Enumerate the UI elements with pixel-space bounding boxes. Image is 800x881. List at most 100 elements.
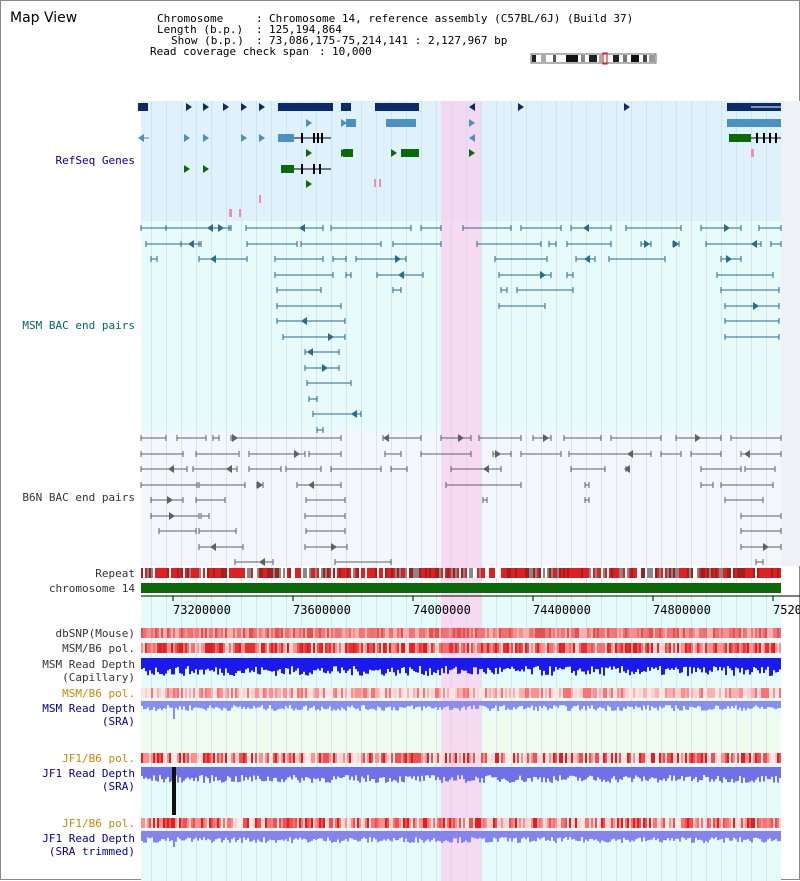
track-label-b6n-bac[interactable]: B6N BAC end pairs	[22, 491, 135, 504]
repeat-mark	[495, 568, 497, 578]
msm-depth-sra-bar	[627, 701, 629, 707]
track-label-msm-b6-pol-sra[interactable]: MSM/B6 pol.	[62, 687, 135, 700]
jf1-b6-pol-trimmed-mark	[663, 818, 665, 828]
msm-b6-pol-mark	[615, 643, 617, 653]
dbsnp-mark	[531, 628, 533, 638]
msm-b6-pol-mark	[347, 643, 349, 653]
msm-b6-pol-mark	[435, 643, 437, 653]
repeat-mark	[745, 568, 747, 578]
dbsnp-mark	[485, 628, 487, 638]
repeat-mark	[169, 568, 171, 578]
msm-b6-pol-sra-mark	[327, 688, 329, 698]
dbsnp-mark	[595, 628, 597, 638]
jf1-depth-trimmed-bar	[455, 831, 457, 839]
msm-depth-sra-bar	[667, 701, 669, 706]
dbsnp-mark	[343, 628, 345, 638]
jf1-depth-sra-bar	[403, 767, 405, 783]
repeat-mark	[739, 568, 741, 578]
track-label-msm-b6-pol[interactable]: MSM/B6 pol.	[62, 642, 135, 655]
jf1-depth-sra-bar	[333, 767, 335, 777]
track-label-dbsnp[interactable]: dbSNP(Mouse)	[55, 627, 135, 640]
repeat-mark	[703, 568, 705, 578]
track-label-msm-bac[interactable]: MSM BAC end pairs	[22, 319, 135, 332]
msm-b6-pol-mark	[203, 643, 205, 653]
repeat-mark	[593, 568, 595, 578]
msm-b6-pol-mark	[549, 643, 551, 653]
dbsnp-mark	[409, 628, 411, 638]
jf1-depth-sra-bar	[743, 767, 745, 778]
track-label-repeat[interactable]: Repeat	[95, 567, 135, 580]
msm-b6-pol-sra-mark	[575, 688, 577, 698]
track-label-msm-read-depth-sra[interactable]: MSM Read Depth (SRA)	[42, 702, 135, 728]
msm-b6-pol-sra-mark	[377, 688, 379, 698]
msm-depth-capillary-bar	[773, 658, 775, 671]
jf1-b6-pol-trimmed-mark	[497, 818, 499, 828]
msm-depth-sra-bar	[723, 701, 725, 709]
dbsnp-mark	[775, 628, 777, 638]
msm-depth-capillary-bar	[277, 658, 279, 671]
jf1-b6-pol-trimmed-mark	[521, 818, 523, 828]
msm-b6-pol-mark	[527, 643, 529, 653]
msm-depth-capillary-bar	[577, 658, 579, 671]
msm-depth-sra-bar	[171, 701, 173, 708]
repeat-mark	[513, 568, 515, 578]
track-label-jf1-b6-pol[interactable]: JF1/B6 pol.	[62, 752, 135, 765]
jf1-b6-pol-trimmed-mark	[385, 818, 387, 828]
jf1-b6-pol-mark	[401, 753, 403, 763]
jf1-depth-trimmed-bar	[339, 831, 341, 843]
msm-b6-pol-sra-mark	[221, 688, 223, 698]
repeat-mark	[357, 568, 359, 578]
msm-b6-pol-mark	[249, 643, 251, 653]
track-label-msm-read-depth-capillary[interactable]: MSM Read Depth (Capillary)	[42, 658, 135, 684]
msm-depth-sra-bar	[579, 701, 581, 711]
msm-depth-sra-bar	[541, 701, 543, 709]
msm-b6-pol-sra-mark	[367, 688, 369, 698]
msm-b6-pol-sra-mark	[483, 688, 485, 698]
jf1-depth-trimmed-bar	[657, 831, 659, 839]
jf1-b6-pol-mark	[599, 753, 601, 763]
msm-b6-pol-mark	[497, 643, 499, 653]
jf1-b6-pol-mark	[357, 753, 359, 763]
msm-depth-sra-bar	[649, 701, 651, 711]
msm-b6-pol-mark	[305, 643, 307, 653]
jf1-depth-trimmed-bar	[693, 831, 695, 843]
msm-b6-pol-sra-mark	[457, 688, 459, 698]
jf1-b6-pol-mark	[449, 753, 451, 763]
msm-depth-capillary-bar	[259, 658, 261, 675]
msm-depth-sra-bar	[289, 701, 291, 706]
jf1-depth-trimmed-bar	[769, 831, 771, 839]
track-label-chromosome[interactable]: chromosome 14	[48, 582, 135, 595]
msm-b6-pol-sra-mark	[375, 688, 377, 698]
msm-b6-pol-mark	[563, 643, 565, 653]
jf1-b6-pol-trimmed-mark	[581, 818, 583, 828]
dbsnp-mark	[707, 628, 709, 638]
jf1-b6-pol-trimmed-mark	[475, 818, 477, 828]
repeat-mark	[247, 568, 249, 578]
msm-b6-pol-mark	[333, 643, 335, 653]
jf1-b6-pol-trimmed-mark	[709, 818, 711, 828]
track-label-jf1-read-depth-sra[interactable]: JF1 Read Depth (SRA)	[42, 767, 135, 793]
msm-depth-sra-bar	[539, 701, 541, 706]
gene-arrow	[210, 543, 216, 551]
msm-depth-capillary-bar	[177, 658, 179, 667]
track-label-jf1-read-depth-trimmed[interactable]: JF1 Read Depth (SRA trimmed)	[42, 832, 135, 858]
msm-b6-pol-mark	[721, 643, 723, 653]
msm-b6-pol-mark	[555, 643, 557, 653]
repeat-mark	[465, 568, 467, 578]
repeat-mark	[553, 568, 555, 578]
jf1-depth-trimmed-bar	[665, 831, 667, 841]
jf1-depth-trimmed-bar	[245, 831, 247, 840]
repeat-mark	[761, 568, 763, 578]
msm-depth-capillary-bar	[257, 658, 259, 674]
jf1-depth-trimmed-bar	[415, 831, 417, 838]
jf1-b6-pol-mark	[641, 753, 643, 763]
jf1-depth-sra-bar	[733, 767, 735, 783]
msm-depth-capillary-bar	[233, 658, 235, 676]
track-label-jf1-b6-pol-trimmed[interactable]: JF1/B6 pol.	[62, 817, 135, 830]
jf1-depth-sra-bar	[527, 767, 529, 779]
msm-b6-pol-sra-mark	[229, 688, 231, 698]
jf1-b6-pol-mark	[359, 753, 361, 763]
track-label-refseq[interactable]: RefSeq Genes	[55, 154, 135, 167]
jf1-depth-sra-bar	[641, 767, 643, 782]
msm-depth-capillary-bar	[495, 658, 497, 668]
